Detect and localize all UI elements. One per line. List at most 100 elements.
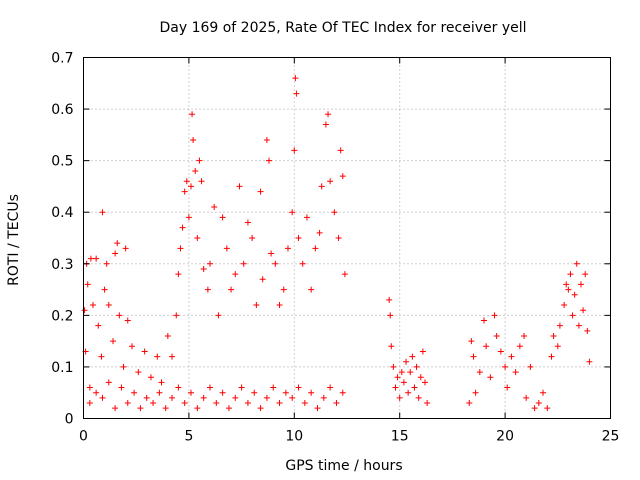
data-point: [540, 389, 547, 396]
data-point: [147, 374, 154, 381]
data-point: [219, 389, 226, 396]
data-point: [181, 188, 188, 195]
x-axis-label: GPS time / hours: [285, 458, 402, 474]
data-point: [554, 343, 561, 350]
data-point: [491, 312, 498, 319]
data-point: [396, 394, 403, 401]
data-point: [105, 302, 112, 309]
data-point: [411, 384, 418, 391]
data-point: [550, 332, 557, 339]
data-point: [175, 271, 182, 278]
data-point: [341, 271, 348, 278]
data-point: [263, 394, 270, 401]
data-point: [259, 276, 266, 283]
data-point: [502, 363, 509, 370]
data-point: [173, 312, 180, 319]
data-point: [392, 384, 399, 391]
data-point: [270, 384, 277, 391]
data-point: [150, 400, 157, 407]
data-point: [196, 157, 203, 164]
x-tick-label: 15: [391, 429, 409, 445]
data-point: [181, 400, 188, 407]
data-point: [573, 260, 580, 267]
data-point: [308, 389, 315, 396]
data-point: [322, 121, 329, 128]
data-point: [266, 157, 273, 164]
data-point: [586, 358, 593, 365]
data-point: [124, 317, 131, 324]
data-point: [89, 302, 96, 309]
data-point: [118, 384, 125, 391]
data-point: [101, 286, 108, 293]
data-point: [421, 379, 428, 386]
y-tick-label: 0.4: [51, 205, 73, 221]
data-point: [257, 405, 264, 412]
data-point: [244, 400, 251, 407]
data-point: [483, 343, 490, 350]
data-point: [219, 214, 226, 221]
data-point: [137, 405, 144, 412]
data-point: [158, 379, 165, 386]
data-point: [291, 147, 298, 154]
data-point: [175, 384, 182, 391]
y-tick-label: 0.1: [51, 360, 73, 376]
x-tick-label: 10: [285, 429, 303, 445]
data-point: [162, 405, 169, 412]
data-point: [548, 353, 555, 360]
data-point: [577, 281, 584, 288]
data-point: [292, 75, 299, 82]
data-point: [571, 291, 578, 298]
data-point: [312, 245, 319, 252]
data-point: [314, 405, 321, 412]
data-point: [120, 363, 127, 370]
data-point: [124, 400, 131, 407]
data-point: [253, 302, 260, 309]
data-point: [325, 111, 332, 118]
data-point: [93, 255, 100, 262]
data-point: [263, 137, 270, 144]
data-point: [419, 348, 426, 355]
data-point: [308, 286, 315, 293]
data-point: [339, 173, 346, 180]
data-point: [508, 353, 515, 360]
data-point: [213, 400, 220, 407]
data-point: [556, 322, 563, 329]
y-tick-label: 0.7: [51, 51, 73, 67]
data-point: [110, 338, 117, 345]
data-point: [112, 250, 119, 257]
x-tick-label: 5: [184, 429, 193, 445]
data-point: [177, 245, 184, 252]
data-point: [403, 358, 410, 365]
data-point: [116, 312, 123, 319]
data-point: [183, 178, 190, 185]
y-tick-label: 0.2: [51, 308, 73, 324]
data-point: [272, 260, 279, 267]
data-point: [112, 405, 119, 412]
plot-frame: [83, 57, 611, 419]
data-point: [299, 260, 306, 267]
data-point: [295, 384, 302, 391]
data-point: [580, 307, 587, 314]
data-point: [387, 312, 394, 319]
data-point: [544, 405, 551, 412]
data-point: [251, 389, 258, 396]
data-point: [512, 369, 519, 376]
data-point: [565, 286, 572, 293]
data-point: [276, 302, 283, 309]
data-point: [424, 400, 431, 407]
chart-title: Day 169 of 2025, Rate Of TEC Index for r…: [159, 20, 526, 36]
data-point: [394, 374, 401, 381]
data-point: [211, 204, 218, 211]
data-point: [417, 374, 424, 381]
data-point: [190, 137, 197, 144]
data-point: [128, 343, 135, 350]
data-point: [141, 348, 148, 355]
data-point: [386, 296, 393, 303]
data-point: [400, 379, 407, 386]
data-point: [407, 369, 414, 376]
data-point: [398, 369, 405, 376]
data-point: [282, 389, 289, 396]
data-point: [206, 260, 213, 267]
data-point: [415, 394, 422, 401]
